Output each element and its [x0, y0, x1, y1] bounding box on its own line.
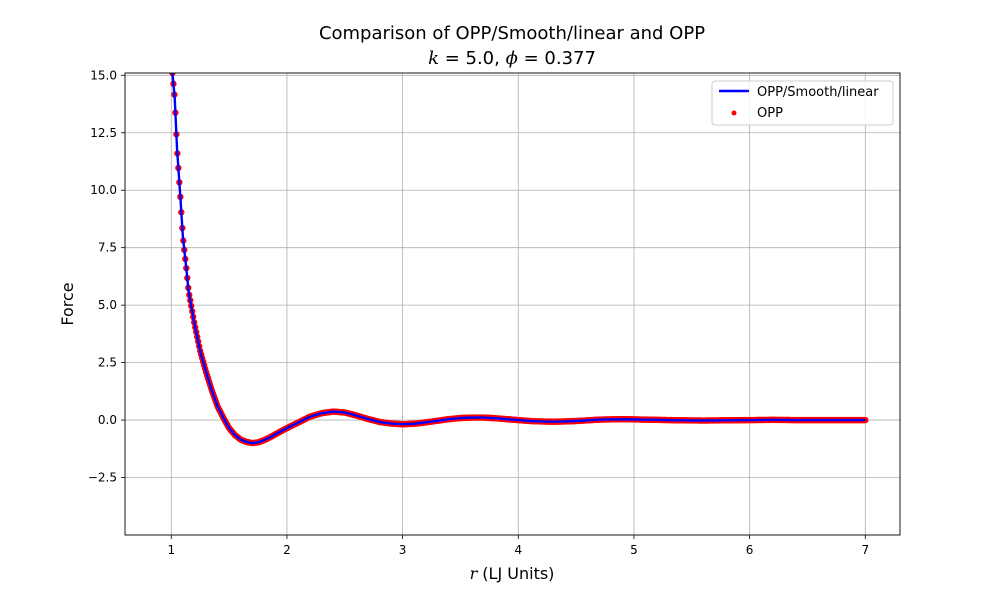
- y-tick-label: 5.0: [98, 298, 117, 312]
- series-smooth-line: [171, 73, 866, 445]
- legend-label-opp: OPP: [757, 106, 783, 121]
- y-tick-label: 10.0: [90, 183, 117, 197]
- x-tick-label: 7: [861, 543, 869, 557]
- y-axis-label: Force: [58, 282, 77, 325]
- y-tick-label: 15.0: [90, 68, 117, 82]
- x-tick-label: 4: [514, 543, 522, 557]
- legend: OPP/Smooth/linear OPP: [711, 80, 894, 126]
- x-tick-label: 3: [399, 543, 407, 557]
- chart-title-line2: k = 5.0, ϕ = 0.377: [428, 48, 596, 69]
- chart-title: Comparison of OPP/Smooth/linear and OPP …: [319, 23, 705, 69]
- y-tick-label: 7.5: [98, 241, 117, 255]
- grid: [125, 73, 900, 535]
- x-axis-label-symbol: r: [470, 564, 479, 583]
- y-tick-label: 0.0: [98, 413, 117, 427]
- x-axis-label-text: (LJ Units): [477, 564, 554, 583]
- plot-frame: [124, 72, 901, 536]
- legend-dot-swatch: [731, 110, 737, 116]
- plot-data: [169, 73, 869, 447]
- y-tick-label: −2.5: [88, 471, 117, 485]
- x-tick-label: 2: [283, 543, 291, 557]
- title-phi-value: = 0.377: [518, 48, 596, 69]
- chart-title-line1: Comparison of OPP/Smooth/linear and OPP: [319, 23, 705, 44]
- y-tick-label: 2.5: [98, 356, 117, 370]
- legend-frame: [711, 80, 894, 126]
- title-k-symbol: k: [428, 48, 439, 69]
- x-axis-label: r (LJ Units): [470, 564, 555, 583]
- x-tick-label: 5: [630, 543, 638, 557]
- x-tick-label: 6: [746, 543, 754, 557]
- series-opp-points: [169, 73, 869, 447]
- title-phi-symbol: ϕ: [506, 48, 518, 69]
- y-tick-label: 12.5: [90, 126, 117, 140]
- x-tick-label: 1: [167, 543, 175, 557]
- axes: 1 2 3 4 5 6 7 −2.5 0.0 2.5 5.0 7.5 10.0 12.5 15.0: [88, 68, 901, 557]
- title-k-value: = 5.0,: [439, 48, 506, 69]
- legend-label-smooth: OPP/Smooth/linear: [757, 85, 879, 100]
